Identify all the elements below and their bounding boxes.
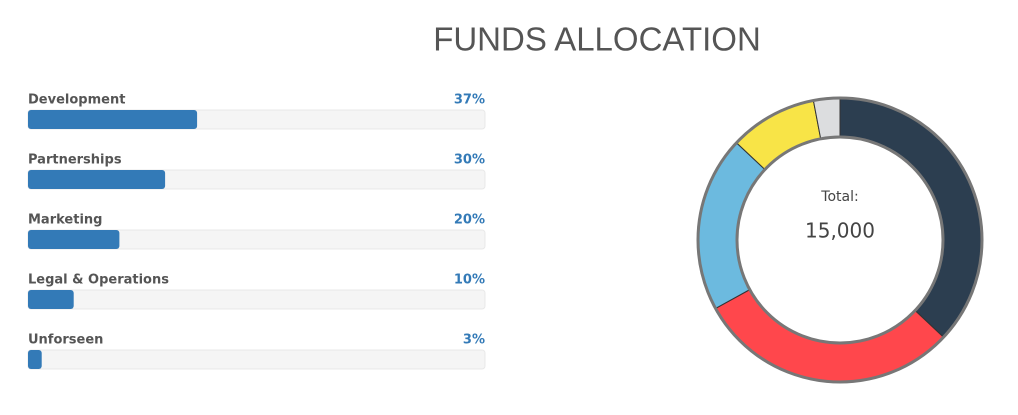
value-label: 3% <box>463 333 485 348</box>
value-label: 10% <box>454 273 485 288</box>
bar <box>28 110 198 129</box>
total-title: Total: <box>820 189 858 205</box>
bar <box>28 230 120 249</box>
bar-label: Marketing <box>28 213 102 228</box>
bar-label: Unforseen <box>28 333 103 348</box>
bar <box>28 170 166 189</box>
value-label: 30% <box>454 153 485 168</box>
donut-outline <box>696 96 984 384</box>
donut-outline <box>735 135 945 345</box>
donut-segment <box>714 288 945 383</box>
bar <box>28 350 42 369</box>
page-title: FUNDS ALLOCATION <box>433 21 761 58</box>
bar-track <box>27 349 486 370</box>
donut-segment <box>697 142 766 310</box>
total-value: 15,000 <box>805 219 875 243</box>
value-label: 20% <box>454 213 485 228</box>
bar <box>28 290 74 309</box>
value-label: 37% <box>454 93 485 108</box>
bar-track <box>27 289 486 310</box>
bar-label: Legal & Operations <box>28 273 169 288</box>
bar-label: Partnerships <box>28 153 122 168</box>
bar-label: Development <box>28 93 125 108</box>
